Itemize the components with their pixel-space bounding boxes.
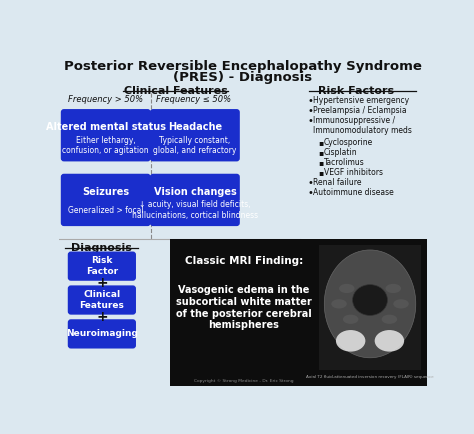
Text: Frequency > 50%: Frequency > 50%	[68, 95, 143, 104]
Ellipse shape	[382, 315, 397, 324]
Text: Cisplatin: Cisplatin	[324, 148, 357, 157]
Text: Typically constant,
global, and refractory: Typically constant, global, and refracto…	[153, 136, 237, 155]
Text: Preelampsia / Eclampsia: Preelampsia / Eclampsia	[313, 106, 406, 115]
Text: Posterior Reversible Encephalopathy Syndrome: Posterior Reversible Encephalopathy Synd…	[64, 60, 422, 73]
Text: Vision changes: Vision changes	[154, 187, 236, 197]
Text: Altered mental status: Altered mental status	[46, 122, 166, 132]
Text: +: +	[96, 310, 108, 324]
Text: ▪: ▪	[318, 138, 323, 147]
Bar	[319, 245, 421, 370]
Text: Either lethargy,
confusion, or agitation: Either lethargy, confusion, or agitation	[63, 136, 149, 155]
Bar	[170, 239, 427, 386]
Text: Risk
Factor: Risk Factor	[86, 256, 118, 276]
Ellipse shape	[331, 299, 347, 309]
Text: Frequency ≤ 50%: Frequency ≤ 50%	[156, 95, 231, 104]
Text: Hypertensive emergency: Hypertensive emergency	[313, 96, 409, 105]
FancyBboxPatch shape	[68, 286, 136, 315]
Ellipse shape	[336, 330, 365, 352]
Text: •: •	[307, 187, 313, 197]
Text: VEGF inhibitors: VEGF inhibitors	[324, 168, 383, 177]
FancyBboxPatch shape	[68, 252, 136, 281]
Text: (PRES) - Diagnosis: (PRES) - Diagnosis	[173, 71, 312, 84]
Text: ▪: ▪	[318, 158, 323, 167]
Ellipse shape	[374, 330, 404, 352]
Text: Clinical
Features: Clinical Features	[80, 290, 124, 310]
Ellipse shape	[385, 284, 401, 293]
Text: ▪: ▪	[318, 148, 323, 157]
Text: Classic MRI Finding:: Classic MRI Finding:	[184, 256, 303, 266]
Text: •: •	[307, 116, 313, 126]
Text: Risk Factors: Risk Factors	[318, 86, 394, 96]
Text: Axial T2 fluid-attenuated inversion recovery (FLAIR) sequence: Axial T2 fluid-attenuated inversion reco…	[306, 375, 434, 379]
Text: Generalized > focal: Generalized > focal	[68, 206, 144, 214]
Text: Tacrolimus: Tacrolimus	[324, 158, 365, 167]
Text: Autoimmune disease: Autoimmune disease	[313, 187, 393, 197]
Text: Neuroimaging: Neuroimaging	[66, 329, 138, 339]
Text: Renal failure: Renal failure	[313, 178, 361, 187]
Ellipse shape	[353, 285, 387, 316]
Text: Immunosuppressive /
Immunomodulatory meds: Immunosuppressive / Immunomodulatory med…	[313, 116, 411, 135]
FancyBboxPatch shape	[68, 319, 136, 349]
FancyBboxPatch shape	[61, 109, 151, 161]
FancyBboxPatch shape	[61, 174, 151, 226]
FancyBboxPatch shape	[150, 109, 240, 161]
Ellipse shape	[324, 250, 416, 358]
Text: •: •	[307, 96, 313, 106]
Text: Copyright © Strong Medicine - Dr. Eric Strong: Copyright © Strong Medicine - Dr. Eric S…	[194, 378, 293, 382]
Text: Clinical Features: Clinical Features	[124, 86, 228, 96]
Ellipse shape	[393, 299, 409, 309]
Text: Vasogenic edema in the
subcortical white matter
of the posterior cerebral
hemisp: Vasogenic edema in the subcortical white…	[176, 286, 311, 330]
Text: ↓ acuity, visual field deficits,
hallucinations, cortical blindness: ↓ acuity, visual field deficits, halluci…	[132, 201, 258, 220]
Text: ▪: ▪	[318, 168, 323, 177]
Text: •: •	[307, 106, 313, 116]
FancyBboxPatch shape	[150, 174, 240, 226]
Text: •: •	[307, 178, 313, 187]
Ellipse shape	[339, 284, 355, 293]
Text: Headache: Headache	[168, 122, 222, 132]
Text: Cyclosporine: Cyclosporine	[324, 138, 373, 147]
Text: Seizures: Seizures	[82, 187, 129, 197]
Ellipse shape	[343, 315, 358, 324]
Text: +: +	[96, 276, 108, 290]
Text: Diagnosis: Diagnosis	[72, 243, 132, 253]
